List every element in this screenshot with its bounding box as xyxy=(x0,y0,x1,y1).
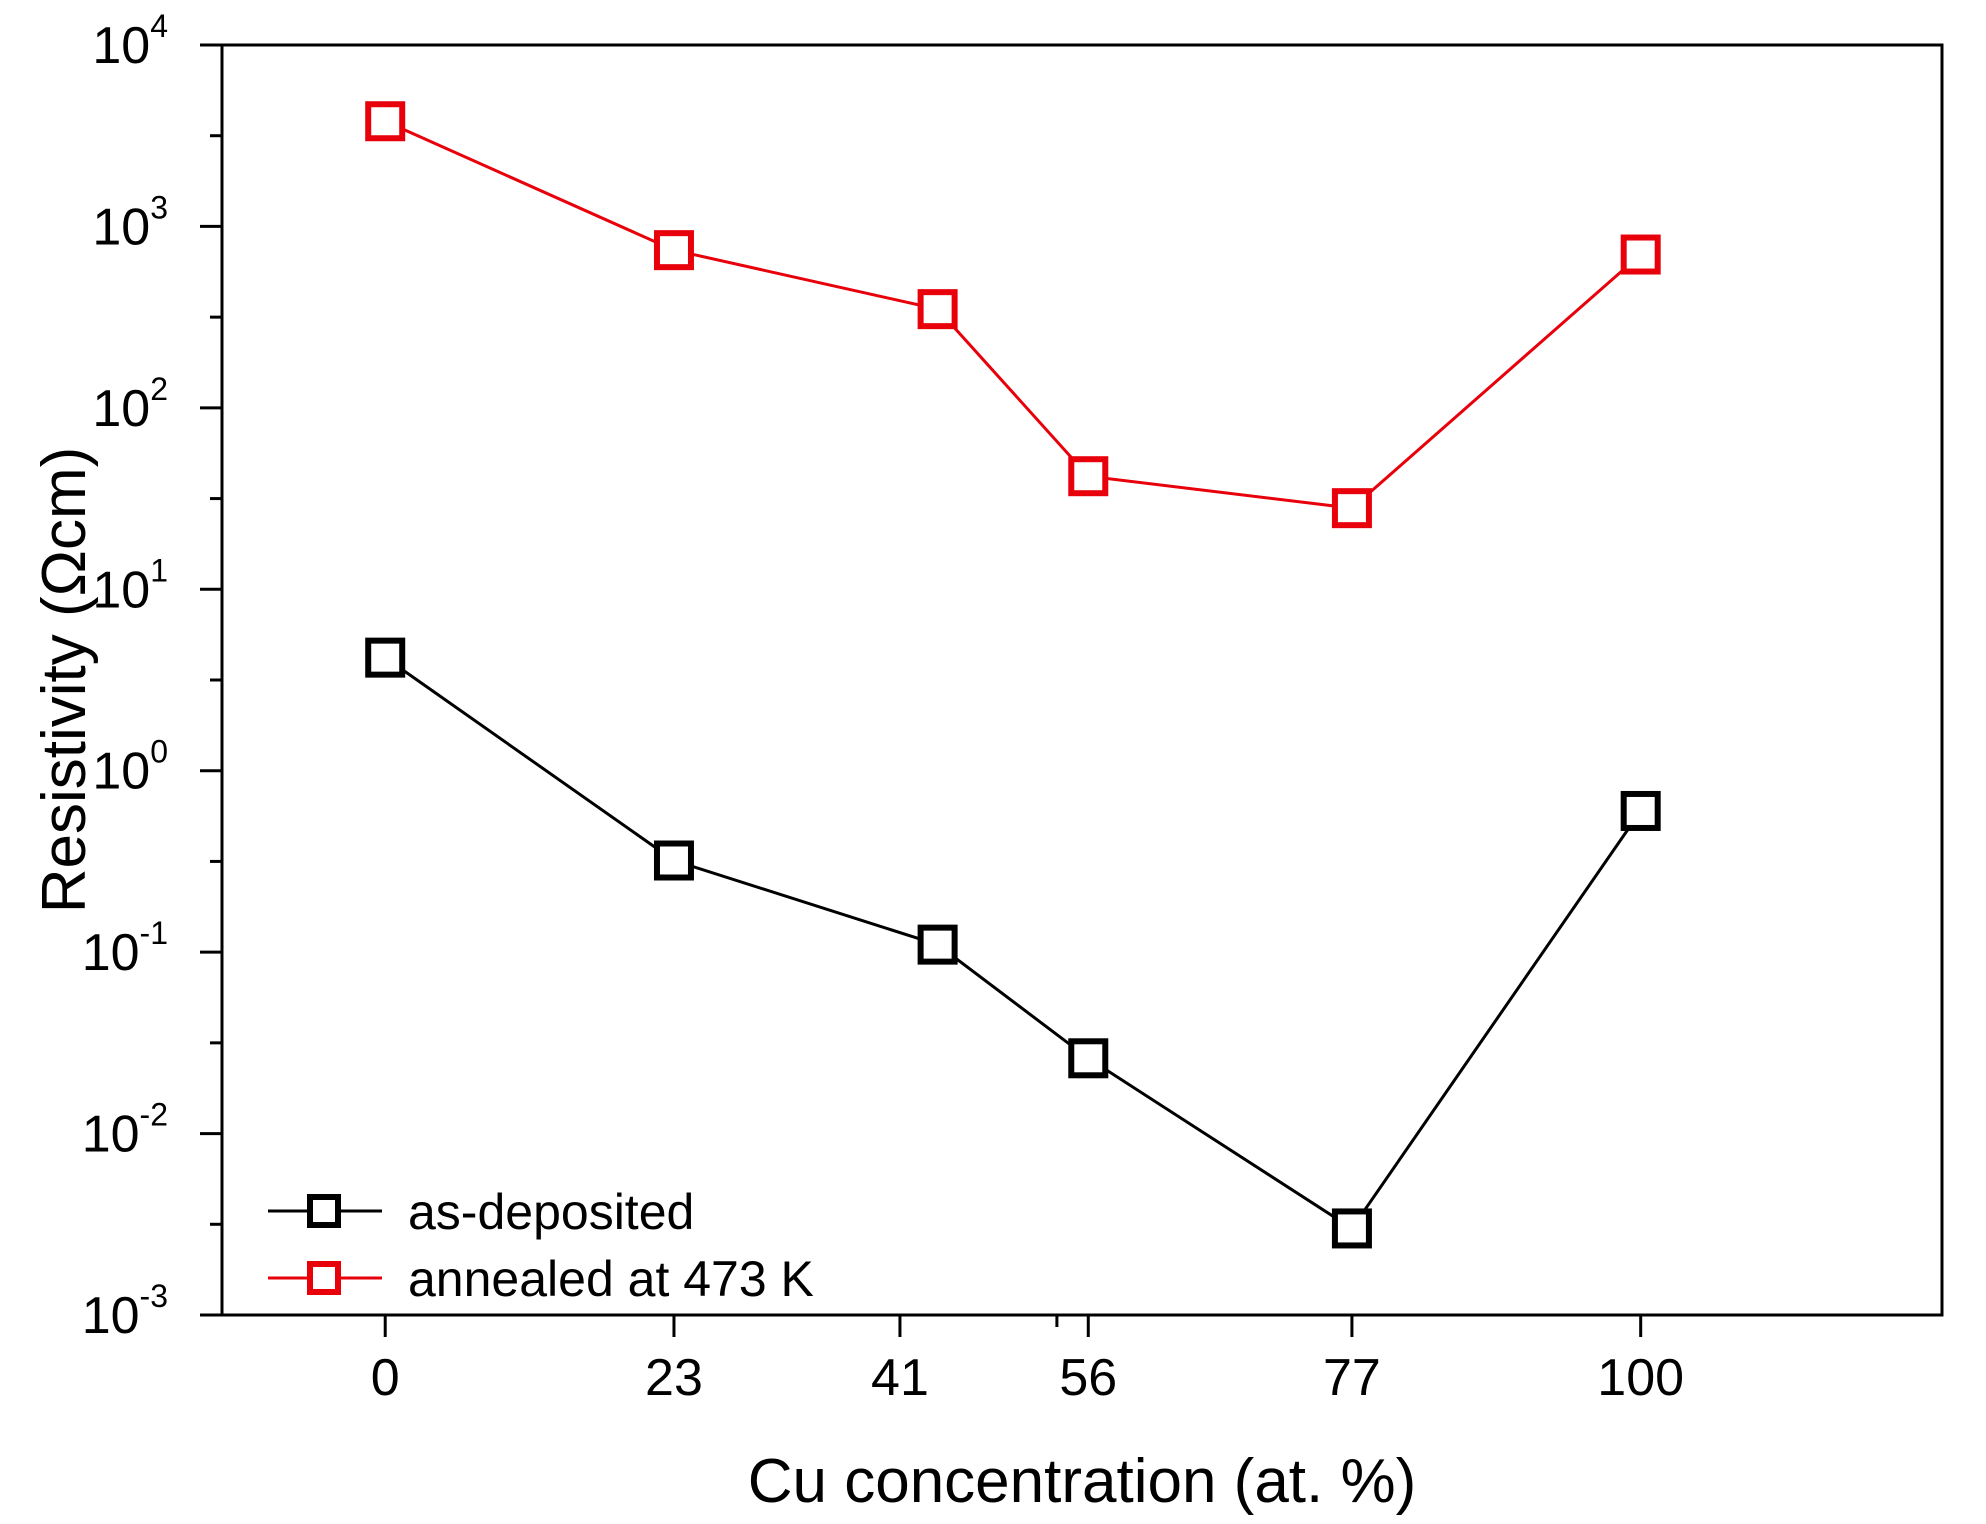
data-point-marker xyxy=(653,230,694,271)
x-tick-label: 41 xyxy=(871,1349,929,1407)
y-axis-label: Resistivity (Ωcm) xyxy=(30,447,99,914)
x-tick-label: 56 xyxy=(1059,1349,1117,1407)
data-point-marker xyxy=(1620,234,1661,275)
data-point-marker xyxy=(1620,790,1661,831)
y-tick-label: 10-2 xyxy=(82,1097,168,1164)
y-tick-label: 102 xyxy=(92,371,168,438)
y-tick-label: 101 xyxy=(92,552,168,619)
data-point-marker xyxy=(365,101,406,142)
plot-frame xyxy=(220,43,1944,1317)
series-line-0 xyxy=(384,656,1642,1231)
x-tick-labels: 0 23 41 56 77 100 xyxy=(371,1349,1684,1407)
x-tick-label: 77 xyxy=(1323,1349,1381,1407)
data-point-marker xyxy=(1331,488,1372,529)
y-tick-label: 104 xyxy=(92,8,168,75)
data-point-marker xyxy=(653,840,694,881)
data-point-marker xyxy=(917,289,958,330)
series-lines xyxy=(384,119,1642,1231)
legend-marker xyxy=(307,1261,341,1295)
x-axis-label: Cu concentration (at. %) xyxy=(748,1447,1417,1516)
data-point-marker xyxy=(1068,456,1109,497)
y-tick-label: 100 xyxy=(92,734,168,801)
data-point-marker xyxy=(917,924,958,965)
legend: as-deposited annealed at 473 K xyxy=(268,1184,814,1307)
series-line-1 xyxy=(384,119,1642,510)
series-markers xyxy=(365,101,1661,1249)
legend-label: annealed at 473 K xyxy=(408,1251,814,1307)
axis-ticks xyxy=(200,43,1643,1337)
x-tick-label: 0 xyxy=(371,1349,400,1407)
data-point-marker xyxy=(365,637,406,678)
data-point-marker xyxy=(1331,1208,1372,1249)
data-point-marker xyxy=(1068,1038,1109,1079)
y-tick-label: 10-3 xyxy=(82,1278,168,1345)
legend-label: as-deposited xyxy=(408,1184,694,1240)
y-tick-labels: 10-3 10-2 10-1 100 101 102 103 104 xyxy=(82,8,168,1345)
x-tick-label: 23 xyxy=(645,1349,703,1407)
y-tick-label: 10-1 xyxy=(82,915,168,982)
x-tick-label: 100 xyxy=(1597,1349,1684,1407)
y-tick-label: 103 xyxy=(92,189,168,256)
legend-marker xyxy=(307,1194,341,1228)
